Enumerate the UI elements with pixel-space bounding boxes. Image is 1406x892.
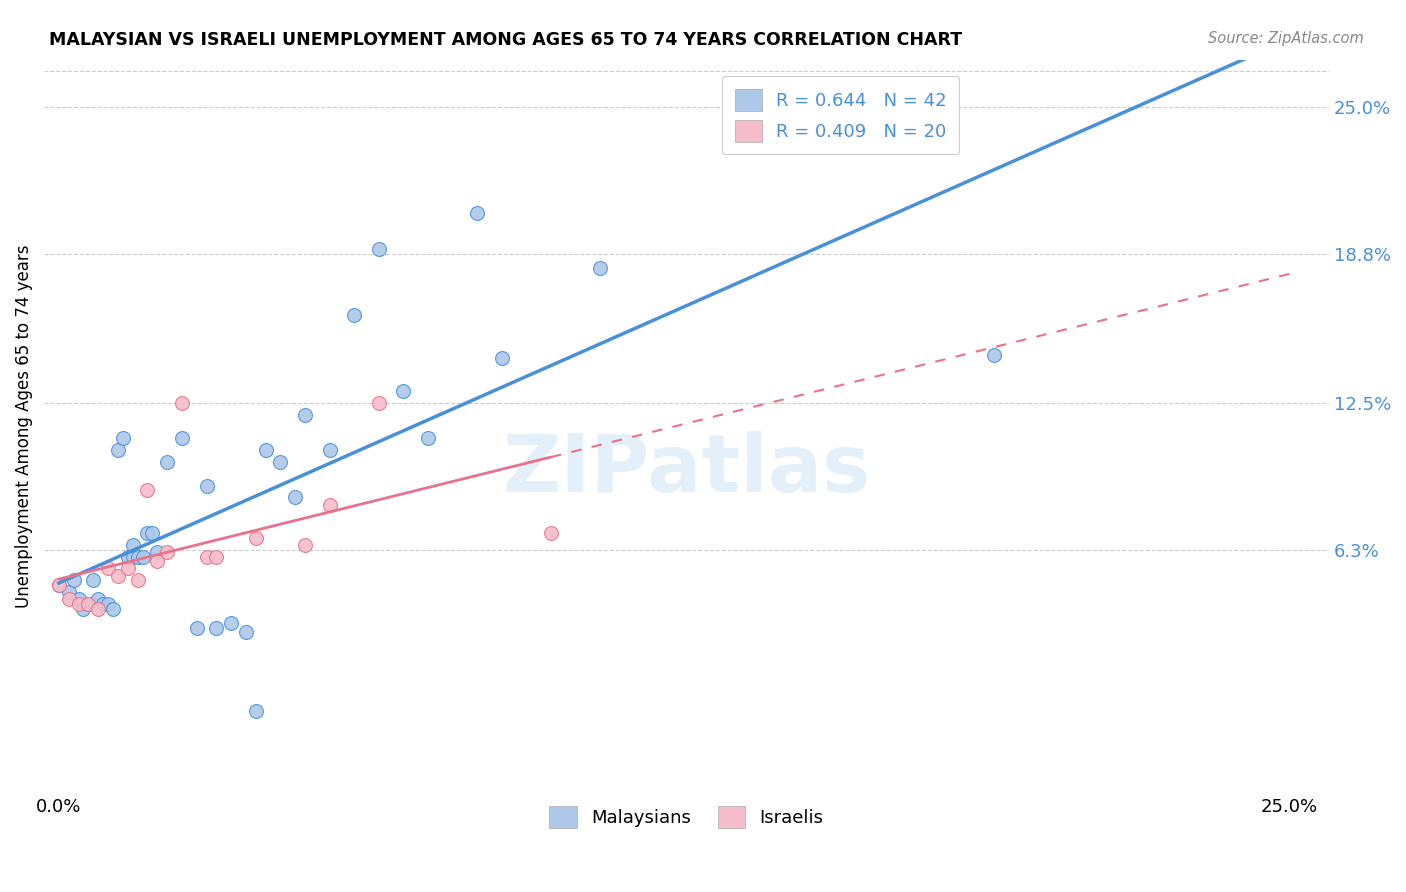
Point (205, 549, 228, 564)
Point (111, 431, 134, 445)
Point (343, 308, 366, 322)
Point (170, 396, 193, 410)
Point (136, 483, 159, 498)
Point (294, 538, 316, 552)
Point (58, 585, 80, 599)
Point (121, 549, 143, 564)
Point (392, 384, 415, 398)
Point (156, 545, 179, 559)
Point (67, 592, 90, 607)
Point (219, 615, 242, 630)
Point (491, 351, 513, 365)
Y-axis label: Unemployment Among Ages 65 to 74 years: Unemployment Among Ages 65 to 74 years (15, 244, 32, 608)
Point (367, 242, 389, 256)
Point (87, 601, 110, 615)
Point (269, 455, 291, 469)
Point (186, 621, 208, 635)
Point (97, 597, 120, 611)
Point (367, 396, 389, 410)
Point (540, 526, 562, 541)
Point (156, 455, 179, 469)
Point (146, 554, 169, 568)
Text: Source: ZipAtlas.com: Source: ZipAtlas.com (1208, 31, 1364, 46)
Point (77, 597, 100, 611)
Point (91, 597, 114, 611)
Point (245, 704, 267, 718)
Point (62, 574, 84, 588)
Point (82, 574, 104, 588)
Point (983, 349, 1005, 363)
Point (101, 601, 124, 615)
Point (465, 206, 488, 220)
Point (318, 498, 340, 512)
Point (127, 549, 149, 564)
Point (245, 531, 267, 545)
Point (589, 260, 612, 275)
Point (416, 431, 439, 445)
Point (48, 578, 70, 592)
Point (284, 491, 307, 505)
Point (195, 549, 218, 564)
Point (127, 574, 149, 588)
Text: MALAYSIAN VS ISRAELI UNEMPLOYMENT AMONG AGES 65 TO 74 YEARS CORRELATION CHART: MALAYSIAN VS ISRAELI UNEMPLOYMENT AMONG … (49, 31, 962, 49)
Point (117, 549, 139, 564)
Point (294, 408, 316, 422)
Point (72, 601, 94, 615)
Point (58, 592, 80, 607)
Point (136, 526, 159, 541)
Point (235, 625, 257, 640)
Point (87, 592, 110, 607)
Point (318, 443, 340, 458)
Point (170, 431, 193, 445)
Point (131, 549, 153, 564)
Point (107, 568, 129, 582)
Point (205, 621, 228, 635)
Point (254, 443, 277, 458)
Point (77, 597, 100, 611)
Point (97, 561, 120, 575)
Point (146, 545, 169, 559)
Point (67, 597, 90, 611)
Text: ZIPatlas: ZIPatlas (502, 432, 870, 509)
Point (121, 538, 143, 552)
Point (141, 526, 163, 541)
Point (195, 478, 218, 492)
Legend: Malaysians, Israelis: Malaysians, Israelis (543, 799, 831, 836)
Point (107, 443, 129, 458)
Point (48, 578, 70, 592)
Point (117, 561, 139, 575)
